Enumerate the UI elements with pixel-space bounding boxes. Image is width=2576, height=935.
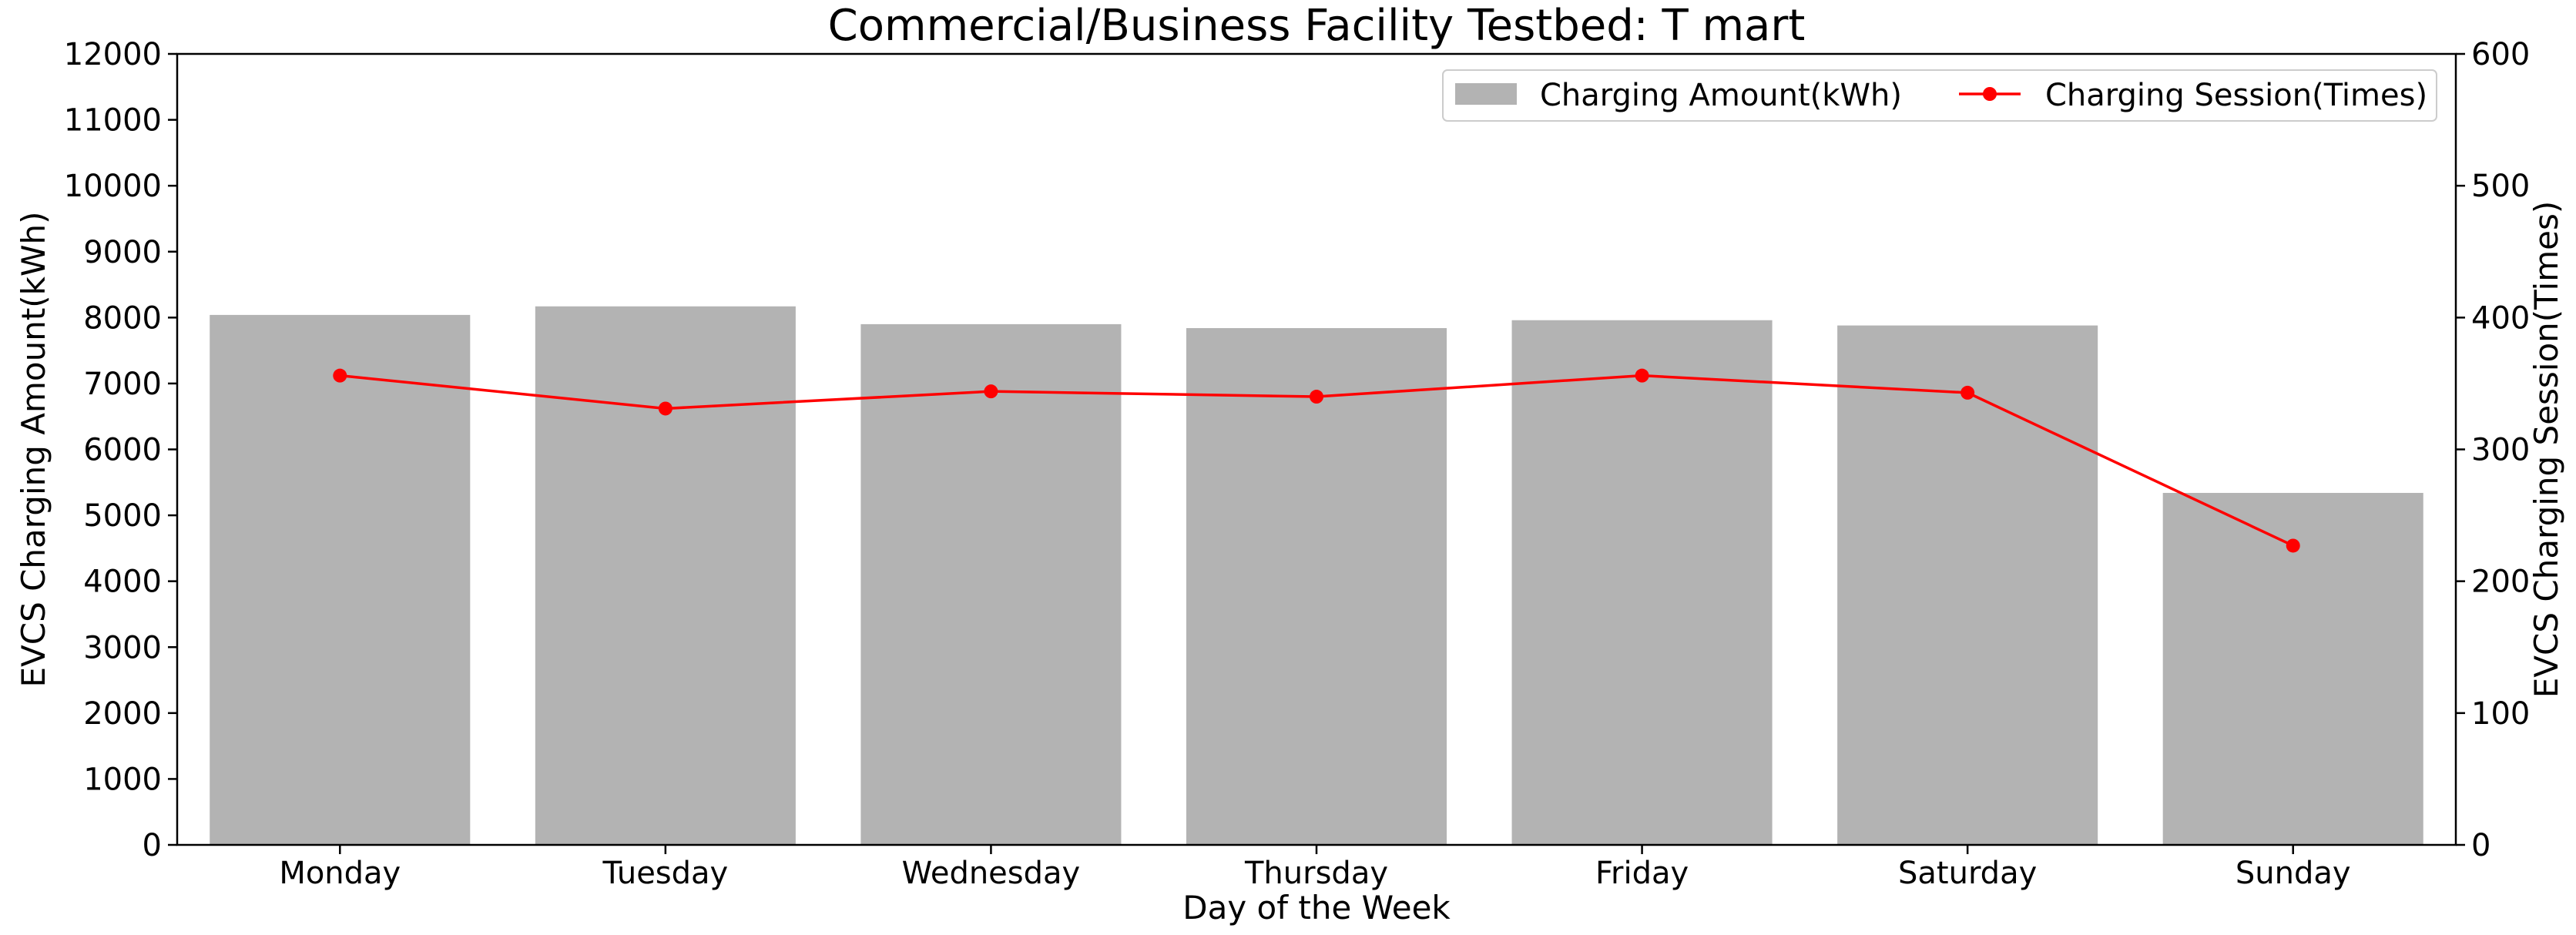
x-tick-label-monday: Monday: [279, 856, 401, 891]
x-tick-label-thursday: Thursday: [1244, 856, 1388, 891]
x-tick-label-tuesday: Tuesday: [602, 856, 728, 891]
chart-title: Commercial/Business Facility Testbed: T …: [828, 1, 1806, 51]
y-tick-label-left: 11000: [64, 103, 162, 139]
point-thursday: [1310, 390, 1323, 404]
y-tick-label-left: 2000: [83, 696, 162, 732]
y-tick-label-left: 1000: [83, 762, 162, 797]
y-tick-label-right: 200: [2471, 565, 2530, 600]
legend: Charging Amount(kWh) Charging Session(Ti…: [1442, 69, 2437, 122]
bar-thursday: [1186, 328, 1447, 845]
y-tick-label-left: 6000: [83, 433, 162, 468]
left-y-axis: 0 1000 2000 3000 4000 5000 6000 7000 8000 9000 100…: [64, 37, 177, 863]
y-tick-label-left: 0: [143, 828, 162, 863]
x-axis-label: Day of the Week: [1182, 889, 1451, 927]
line-layer: [333, 368, 2300, 553]
point-saturday: [1961, 385, 1975, 400]
point-friday: [1635, 368, 1649, 383]
y-tick-label-right: 400: [2471, 300, 2530, 336]
y-tick-label-left: 4000: [83, 565, 162, 600]
bar-wednesday: [860, 323, 1122, 845]
y-axis-label-right: EVCS Charging Session(Times): [2527, 201, 2565, 698]
y-tick-label-left: 3000: [83, 630, 162, 665]
bar-saturday: [1837, 325, 2098, 845]
y-tick-label-left: 7000: [83, 367, 162, 402]
y-tick-label-left: 8000: [83, 300, 162, 336]
y-tick-label-left: 10000: [64, 169, 162, 204]
y-tick-label-left: 12000: [64, 37, 162, 72]
x-tick-label-sunday: Sunday: [2236, 856, 2351, 891]
y-tick-label-right: 300: [2471, 433, 2530, 468]
bars-layer: [210, 306, 2423, 845]
y-tick-label-right: 500: [2471, 169, 2530, 204]
bar-tuesday: [535, 306, 796, 845]
legend-label-charging-amount: Charging Amount(kWh): [1540, 78, 1902, 113]
x-tick-label-wednesday: Wednesday: [902, 856, 1081, 891]
bar-friday: [1511, 320, 1773, 845]
y-tick-label-right: 600: [2471, 37, 2530, 72]
right-y-axis: 0 100 200 300 400 500 600: [2456, 37, 2530, 863]
bar-monday: [210, 314, 471, 845]
point-monday: [333, 368, 347, 383]
legend-box: [1442, 69, 2437, 122]
y-tick-label-left: 5000: [83, 498, 162, 534]
point-sunday: [2286, 538, 2300, 553]
point-tuesday: [658, 401, 673, 416]
legend-swatch-charging-amount: [1455, 83, 1517, 105]
x-tick-label-friday: Friday: [1595, 856, 1689, 891]
y-axis-label-left: EVCS Charging Amount(kWh): [15, 211, 52, 687]
y-tick-label-left: 9000: [83, 235, 162, 270]
legend-swatch-charging-session-marker: [1983, 87, 1997, 101]
legend-label-charging-session: Charging Session(Times): [2045, 78, 2427, 113]
x-axis: Monday Tuesday Wednesday Thursday Friday Satu…: [279, 845, 2351, 891]
y-tick-label-right: 0: [2471, 828, 2490, 863]
y-tick-label-right: 100: [2471, 696, 2530, 732]
x-tick-label-saturday: Saturday: [1898, 856, 2037, 891]
point-wednesday: [984, 384, 998, 399]
